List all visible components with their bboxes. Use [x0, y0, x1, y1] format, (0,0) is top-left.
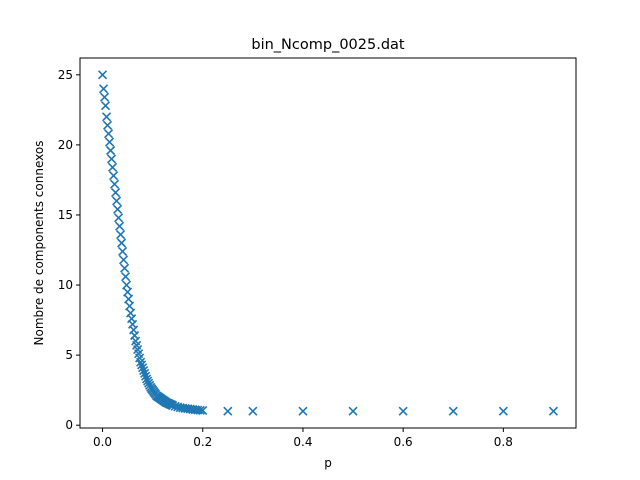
data-point [498, 406, 508, 416]
data-point [195, 405, 205, 415]
data-point [124, 294, 134, 304]
y-tick-label: 10 [58, 278, 73, 292]
data-point [97, 70, 108, 80]
data-point [141, 371, 151, 381]
data-point [137, 360, 147, 370]
y-axis-label: Nombre de components connexos [32, 141, 46, 346]
data-point [114, 213, 124, 223]
data-point [110, 179, 120, 189]
x-axis: 0.0 0.2 0.4 0.6 0.8 [93, 428, 513, 449]
y-tick-label: 0 [65, 418, 73, 432]
data-points [97, 70, 559, 416]
data-point [122, 280, 132, 290]
data-point [100, 101, 111, 111]
data-point [99, 92, 110, 102]
x-tick-label: 0.2 [193, 435, 212, 449]
data-point [298, 406, 308, 416]
data-point [398, 406, 408, 416]
data-point [102, 120, 113, 130]
data-point [117, 238, 127, 248]
data-point [125, 301, 135, 311]
x-axis-label: p [324, 456, 332, 470]
data-point [108, 162, 118, 172]
data-point [348, 406, 358, 416]
plot-area [79, 57, 577, 429]
data-point [140, 368, 150, 378]
data-point [115, 221, 125, 231]
data-point [121, 272, 131, 282]
x-tick-label: 0.8 [494, 435, 513, 449]
y-axis: 0 5 10 15 20 25 [58, 68, 80, 432]
data-point [118, 246, 128, 256]
data-point [136, 357, 146, 367]
data-point [105, 145, 116, 156]
y-tick-label: 15 [58, 208, 73, 222]
y-tick-label: 25 [58, 68, 73, 82]
data-point [123, 287, 133, 297]
x-tick-label: 0.4 [293, 435, 312, 449]
data-point [116, 230, 126, 240]
data-point [111, 187, 121, 198]
y-tick-label: 5 [65, 348, 73, 362]
data-point [112, 196, 122, 206]
data-point [138, 363, 148, 373]
y-tick-label: 20 [58, 138, 73, 152]
data-point [548, 406, 559, 416]
data-point [223, 406, 233, 416]
x-tick-label: 0.6 [394, 435, 413, 449]
data-point [248, 406, 258, 416]
data-point [101, 112, 112, 122]
data-point [113, 204, 123, 214]
data-point [109, 171, 119, 181]
data-point [98, 84, 109, 94]
data-point [448, 406, 458, 416]
data-point [103, 129, 114, 139]
x-tick-label: 0.0 [93, 435, 112, 449]
data-point [106, 154, 117, 164]
data-point [139, 365, 149, 376]
data-point [198, 405, 208, 416]
chart-title: bin_Ncomp_0025.dat [251, 37, 405, 53]
data-point [120, 263, 130, 273]
data-point [119, 255, 129, 265]
data-point [104, 137, 115, 147]
